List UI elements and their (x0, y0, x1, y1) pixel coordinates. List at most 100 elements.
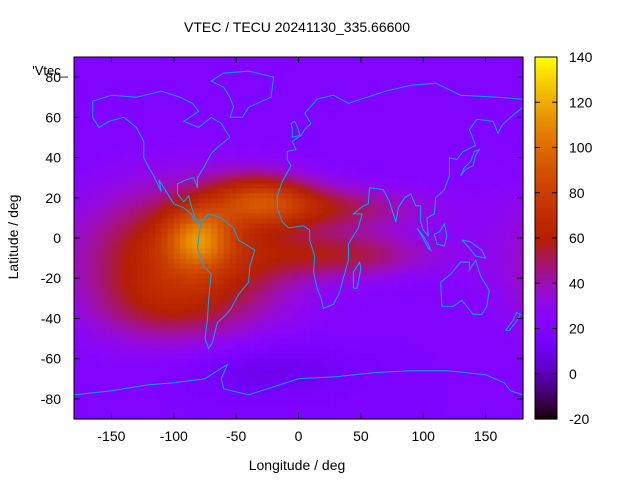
heatmap-cell (223, 328, 231, 335)
heatmap-cell (329, 212, 337, 219)
heatmap-cell (367, 263, 374, 269)
heatmap-cell (448, 112, 456, 118)
heatmap-cells (74, 57, 524, 420)
heatmap-cell (74, 283, 81, 289)
heatmap-cell (223, 207, 231, 214)
heatmap-cell (105, 273, 113, 279)
heatmap-cell (423, 248, 431, 254)
heatmap-cell (86, 313, 94, 320)
heatmap-cell (229, 313, 237, 320)
heatmap-cell (286, 132, 293, 139)
heatmap-cell (142, 308, 150, 315)
heatmap-cell (248, 413, 256, 420)
heatmap-cell (111, 57, 119, 63)
heatmap-cell (236, 212, 243, 219)
heatmap-cell (136, 283, 144, 289)
heatmap-cell (98, 117, 106, 123)
heatmap-cell (429, 212, 437, 219)
heatmap-cell (304, 343, 312, 350)
heatmap-cell (130, 77, 137, 83)
heatmap-cell (86, 238, 94, 244)
heatmap-cell (310, 122, 318, 128)
heatmap-cell (86, 258, 94, 264)
heatmap-cell (385, 303, 393, 309)
heatmap-cell (304, 192, 312, 199)
heatmap-cell (323, 67, 331, 73)
heatmap-cell (117, 192, 125, 199)
heatmap-cell (360, 232, 368, 239)
heatmap-cell (310, 162, 318, 169)
heatmap-cell (310, 192, 318, 199)
heatmap-cell (111, 97, 119, 103)
heatmap-cell (404, 102, 412, 108)
heatmap-cell (167, 112, 175, 118)
heatmap-cell (373, 127, 381, 134)
heatmap-cell (142, 338, 150, 345)
heatmap-cell (130, 117, 137, 123)
heatmap-cell (229, 293, 237, 299)
heatmap-cell (217, 92, 225, 98)
heatmap-cell (142, 248, 150, 254)
heatmap-cell (292, 253, 300, 259)
heatmap-cell (460, 137, 468, 144)
heatmap-cell (454, 278, 462, 284)
heatmap-cell (80, 112, 88, 118)
heatmap-cell (435, 318, 443, 325)
heatmap-cell (485, 413, 493, 420)
heatmap-cell (204, 313, 212, 320)
heatmap-cell (192, 187, 200, 194)
heatmap-cell (310, 293, 318, 299)
heatmap-cell (367, 288, 374, 294)
heatmap-cell (342, 318, 349, 325)
heatmap-cell (192, 298, 200, 304)
heatmap-cell (254, 368, 262, 375)
heatmap-cell (123, 393, 131, 400)
heatmap-cell (167, 353, 175, 360)
heatmap-cell (348, 393, 356, 400)
heatmap-cell (473, 353, 480, 360)
heatmap-cell (148, 323, 156, 330)
heatmap-cell (267, 127, 275, 134)
heatmap-cell (410, 273, 418, 279)
heatmap-cell (155, 192, 162, 199)
heatmap-cell (80, 212, 88, 219)
heatmap-cell (304, 248, 312, 254)
heatmap-cell (248, 112, 256, 118)
heatmap-cell (448, 293, 456, 299)
heatmap-cell (98, 57, 106, 63)
heatmap-cell (98, 303, 106, 309)
heatmap-cell (148, 117, 156, 123)
heatmap-cell (416, 263, 424, 269)
heatmap-cell (74, 107, 81, 113)
heatmap-cell (398, 358, 406, 365)
heatmap-cell (198, 358, 206, 365)
heatmap-cell (142, 413, 150, 420)
heatmap-cell (460, 378, 468, 385)
heatmap-cell (342, 67, 349, 73)
heatmap-cell (448, 253, 456, 259)
heatmap-cell (117, 383, 125, 390)
heatmap-cell (130, 363, 137, 370)
heatmap-cell (360, 293, 368, 299)
heatmap-cell (335, 157, 343, 164)
heatmap-cell (485, 112, 493, 118)
heatmap-cell (298, 127, 306, 134)
heatmap-cell (236, 313, 243, 320)
heatmap-cell (317, 112, 325, 118)
heatmap-cell (342, 72, 349, 78)
heatmap-cell (348, 67, 356, 73)
heatmap-cell (429, 57, 437, 63)
heatmap-cell (342, 187, 349, 194)
heatmap-cell (498, 298, 505, 304)
heatmap-cell (223, 227, 231, 234)
heatmap-cell (180, 308, 187, 315)
heatmap-cell (473, 122, 480, 128)
heatmap-cell (92, 243, 100, 249)
heatmap-cell (261, 313, 268, 320)
heatmap-cell (273, 182, 281, 189)
heatmap-cell (429, 303, 437, 309)
heatmap-cell (304, 393, 312, 400)
heatmap-cell (329, 403, 337, 410)
heatmap-cell (273, 87, 281, 93)
heatmap-cell (473, 293, 480, 299)
